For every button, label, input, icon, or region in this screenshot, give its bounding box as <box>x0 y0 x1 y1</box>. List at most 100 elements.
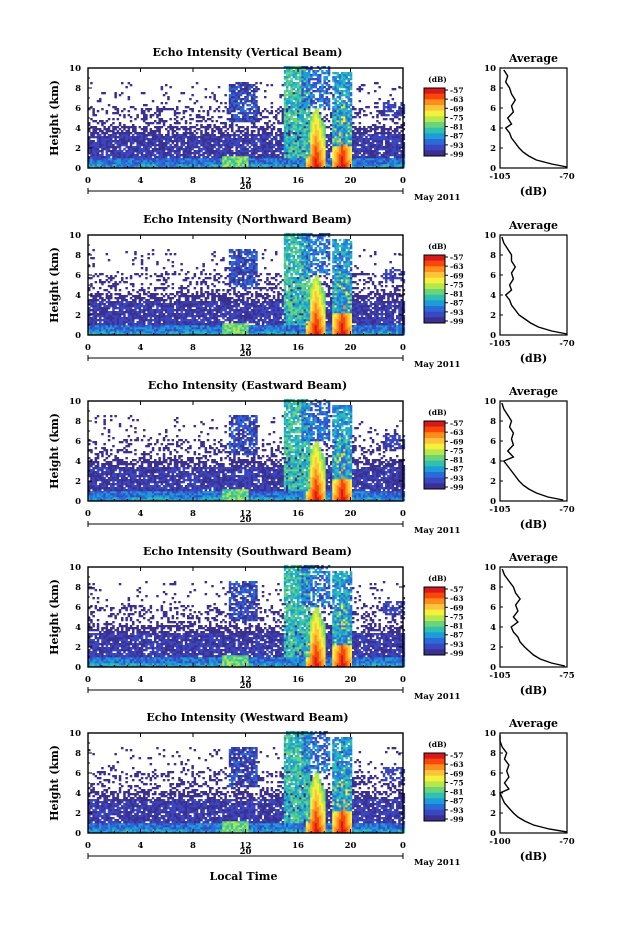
heatmap-cell <box>106 146 109 148</box>
heatmap-cell <box>389 162 392 164</box>
heatmap-cell <box>189 150 192 152</box>
heatmap-cell <box>106 301 109 303</box>
heatmap-cell <box>92 108 95 110</box>
heatmap-cell <box>350 94 353 96</box>
heatmap-cell <box>376 150 379 152</box>
heatmap-cell <box>172 134 175 136</box>
heatmap-cell <box>359 128 362 130</box>
heatmap-cell <box>383 146 386 148</box>
heatmap-cell <box>150 114 153 116</box>
heatmap-cell <box>128 96 131 98</box>
heatmap-cell <box>169 146 172 148</box>
heatmap-cell <box>130 305 133 307</box>
heatmap-cell <box>112 136 115 138</box>
heatmap-cell <box>310 164 313 166</box>
heatmap-cell <box>163 309 166 311</box>
heatmap-cell <box>123 152 126 154</box>
heatmap-cell <box>345 90 348 92</box>
heatmap-cell <box>189 154 192 156</box>
heatmap-cell <box>167 96 170 98</box>
heatmap-cell <box>174 130 177 132</box>
heatmap-cell <box>315 134 318 136</box>
heatmap-cell <box>361 148 364 150</box>
heatmap-cell <box>114 301 117 303</box>
heatmap-cell <box>161 319 164 321</box>
heatmap-cell <box>134 146 137 148</box>
heatmap-cell <box>315 86 318 88</box>
heatmap-cell <box>343 160 346 162</box>
heatmap-cell <box>381 158 384 160</box>
heatmap-cell <box>328 86 331 88</box>
heatmap-cell <box>319 162 322 164</box>
heatmap-cell <box>308 138 311 140</box>
heatmap-cell <box>121 329 124 331</box>
heatmap-cell <box>288 152 291 154</box>
heatmap-cell <box>328 144 331 146</box>
heatmap-cell <box>99 295 102 297</box>
heatmap-cell <box>396 138 399 140</box>
heatmap-cell <box>114 108 117 110</box>
heatmap-cell <box>163 120 166 122</box>
heatmap-cell <box>90 140 93 142</box>
heatmap-cell <box>343 90 346 92</box>
heatmap-cell <box>343 114 346 116</box>
heatmap-cell <box>381 154 384 156</box>
heatmap-cell <box>198 164 201 166</box>
heatmap-cell <box>310 78 313 80</box>
heatmap-cell <box>398 118 401 120</box>
heatmap-cell <box>361 156 364 158</box>
heatmap-cell <box>161 303 164 305</box>
heatmap-cell <box>337 136 340 138</box>
heatmap-cell <box>301 96 304 98</box>
heatmap-cell <box>378 86 381 88</box>
heatmap-cell <box>262 140 265 142</box>
heatmap-cell <box>141 142 144 144</box>
heatmap-cell <box>147 160 150 162</box>
heatmap-cell <box>339 154 342 156</box>
heatmap-cell <box>97 160 100 162</box>
heatmap-cell <box>121 142 124 144</box>
heatmap-cell <box>345 146 348 148</box>
heatmap-cell <box>286 90 289 92</box>
heatmap-cell <box>123 160 126 162</box>
heatmap-cell <box>123 319 126 321</box>
heatmap-cell <box>106 138 109 140</box>
heatmap-cell <box>169 148 172 150</box>
heatmap-cell <box>271 146 274 148</box>
heatmap-cell <box>290 92 293 94</box>
heatmap-cell <box>337 154 340 156</box>
heatmap-cell <box>268 134 271 136</box>
heatmap-cell <box>189 132 192 134</box>
heatmap-cell <box>211 150 214 152</box>
heatmap-cell <box>310 152 313 154</box>
heatmap-cell <box>110 152 113 154</box>
heatmap-cell <box>367 150 370 152</box>
heatmap-cell <box>163 146 166 148</box>
heatmap-cell <box>341 132 344 134</box>
heatmap-cell <box>262 156 265 158</box>
heatmap-cell <box>266 160 269 162</box>
heatmap-cell <box>224 94 227 96</box>
heatmap-cell <box>332 156 335 158</box>
heatmap-cell <box>293 114 296 116</box>
heatmap-cell <box>90 305 93 307</box>
heatmap-cell <box>341 106 344 108</box>
heatmap-cell <box>143 116 146 118</box>
heatmap-cell <box>220 116 223 118</box>
heatmap-cell <box>213 144 216 146</box>
heatmap-cell <box>284 100 287 102</box>
heatmap-cell <box>132 130 135 132</box>
heatmap-cell <box>365 160 368 162</box>
heatmap-cell <box>319 82 322 84</box>
heatmap-cell <box>123 299 126 301</box>
heatmap-cell <box>301 110 304 112</box>
heatmap-cell <box>326 102 329 104</box>
heatmap-cell <box>339 120 342 122</box>
heatmap-cell <box>319 164 322 166</box>
heatmap-cell <box>308 132 311 134</box>
heatmap-cell <box>385 128 388 130</box>
heatmap-cell <box>123 325 126 327</box>
heatmap-cell <box>249 134 252 136</box>
heatmap-cell <box>301 150 304 152</box>
heatmap-cell <box>110 329 113 331</box>
